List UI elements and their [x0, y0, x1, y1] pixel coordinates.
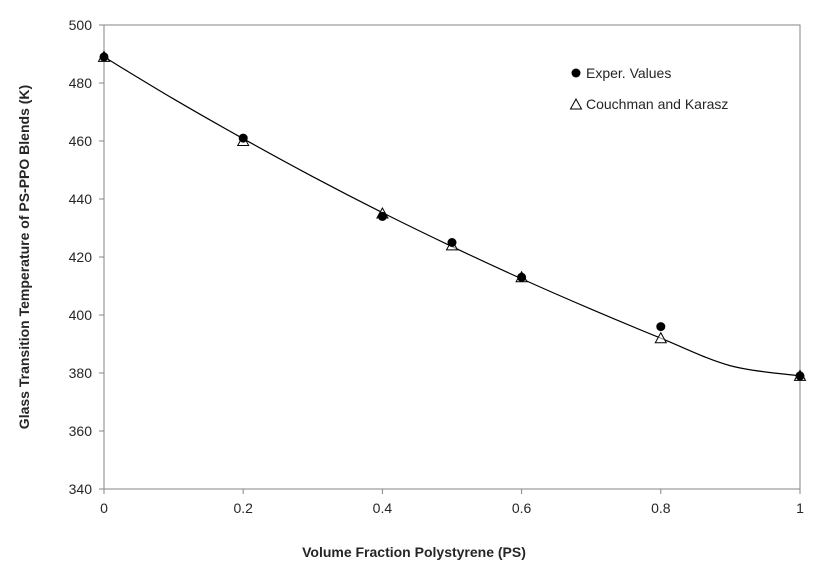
y-tick-label: 340: [69, 481, 93, 497]
y-tick-label: 420: [69, 249, 93, 265]
legend-label-couchman-karasz: Couchman and Karasz: [586, 96, 728, 112]
x-tick-label: 0: [100, 500, 108, 516]
x-axis-title: Volume Fraction Polystyrene (PS): [302, 544, 526, 560]
x-axis-ticks: 0 0.2 0.4 0.6 0.8 1: [100, 489, 804, 516]
y-axis-ticks: 340 360 380 400 420 440 460 480 500: [69, 17, 104, 497]
exper-value-point: [238, 133, 248, 143]
exper-value-point: [517, 272, 527, 282]
exper-value-point: [447, 238, 457, 247]
y-tick-label: 440: [69, 191, 93, 207]
x-tick-label: 0.2: [233, 500, 253, 516]
y-axis-title: Glass Transition Temperature of PS-PPO B…: [16, 85, 32, 429]
legend-marker-couchman-karasz: [569, 97, 583, 110]
y-tick-label: 480: [69, 75, 93, 91]
legend-marker-exper-values: [571, 68, 581, 78]
exper-value-point: [99, 52, 109, 62]
legend: Exper. Values Couchman and Karasz: [569, 65, 728, 112]
y-tick-label: 360: [69, 423, 93, 439]
x-tick-label: 0.4: [373, 500, 393, 516]
exper-value-point: [656, 322, 666, 332]
x-tick-label: 0.6: [512, 500, 532, 516]
y-tick-label: 500: [69, 17, 93, 33]
y-tick-label: 460: [69, 133, 93, 149]
y-tick-label: 400: [69, 307, 93, 323]
exper-value-point: [377, 211, 387, 221]
y-tick-label: 380: [69, 365, 93, 381]
legend-label-exper-values: Exper. Values: [586, 65, 671, 81]
data-markers: [97, 50, 807, 381]
x-tick-label: 1: [796, 500, 804, 516]
plot-area: [103, 24, 801, 490]
x-tick-label: 0.8: [651, 500, 671, 516]
exper-value-point: [795, 371, 805, 381]
couchman-karasz-point: [654, 331, 668, 344]
